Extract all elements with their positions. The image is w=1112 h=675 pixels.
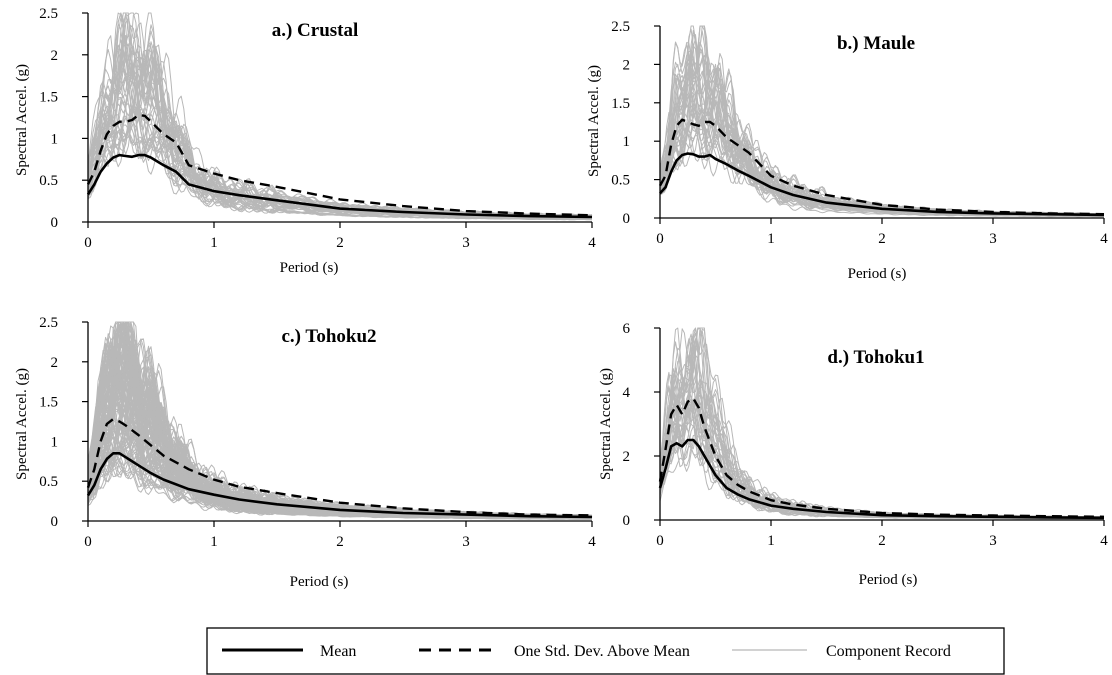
x-axis-label: Period (s) <box>859 572 918 588</box>
y-tick-label: 6 <box>623 321 631 337</box>
x-tick-label: 0 <box>84 534 92 550</box>
y-tick-label: 4 <box>623 385 631 401</box>
legend: Mean One Std. Dev. Above Mean Component … <box>206 627 1005 675</box>
panel-title: c.) Tohoku2 <box>281 326 376 347</box>
x-tick-label: 1 <box>210 235 218 251</box>
x-axis-label: Period (s) <box>290 574 349 590</box>
y-tick-label: 2 <box>51 355 59 371</box>
mean-line <box>86 153 593 219</box>
std-dev-line <box>658 397 1105 518</box>
y-tick-label: 2.5 <box>611 19 630 35</box>
legend-label-mean: Mean <box>320 643 356 660</box>
component-record-line <box>659 123 1105 215</box>
component-records <box>87 12 593 221</box>
legend-label-record: Component Record <box>826 643 951 660</box>
y-tick-label: 0.5 <box>611 173 630 189</box>
x-tick-label: 2 <box>878 231 886 247</box>
legend-label-std: One Std. Dev. Above Mean <box>514 643 690 660</box>
x-tick-label: 4 <box>588 534 596 550</box>
x-tick-label: 4 <box>1100 533 1108 549</box>
y-axis-label: Spectral Accel. (g) <box>14 368 30 480</box>
x-axis-label: Period (s) <box>280 260 339 276</box>
component-records <box>659 25 1105 218</box>
y-axis-label: Spectral Accel. (g) <box>586 65 602 177</box>
x-tick-label: 0 <box>656 533 664 549</box>
component-record-line <box>659 123 1105 216</box>
x-tick-label: 2 <box>336 235 344 251</box>
x-tick-label: 3 <box>462 534 470 550</box>
component-record-line <box>659 362 1105 519</box>
y-tick-label: 0.5 <box>39 173 58 189</box>
y-tick-label: 0 <box>51 514 59 530</box>
y-tick-label: 2 <box>51 48 59 64</box>
component-records <box>87 321 593 520</box>
y-tick-label: 1.5 <box>39 395 58 411</box>
mean-line <box>86 452 593 519</box>
x-tick-label: 1 <box>767 231 775 247</box>
component-record-line <box>87 44 593 220</box>
panel-title: b.) Maule <box>837 33 915 54</box>
panel-tohoku1: d.) Tohoku1 Spectral Accel. (g) Period (… <box>598 321 1108 588</box>
x-axis-label: Period (s) <box>848 266 907 282</box>
y-tick-label: 1.5 <box>39 90 58 106</box>
component-record-line <box>659 327 1105 520</box>
x-tick-label: 1 <box>767 533 775 549</box>
x-tick-label: 0 <box>656 231 664 247</box>
y-axis-label: Spectral Accel. (g) <box>598 368 614 480</box>
panel-crustal: a.) Crustal Spectral Accel. (g) Period (… <box>14 6 596 276</box>
x-tick-label: 3 <box>989 533 997 549</box>
y-tick-label: 2 <box>623 57 631 73</box>
y-axis-label: Spectral Accel. (g) <box>14 64 30 176</box>
y-tick-label: 2.5 <box>39 6 58 22</box>
x-tick-label: 3 <box>462 235 470 251</box>
std-dev-line <box>86 113 593 217</box>
x-tick-label: 4 <box>1100 231 1108 247</box>
y-tick-label: 2.5 <box>39 315 58 331</box>
y-tick-label: 0.5 <box>39 474 58 490</box>
legend-box <box>206 627 1005 675</box>
x-tick-label: 3 <box>989 231 997 247</box>
panel-title: a.) Crustal <box>272 20 359 41</box>
y-tick-label: 2 <box>623 449 631 465</box>
std-dev-line <box>86 417 593 517</box>
x-tick-label: 4 <box>588 235 596 251</box>
component-record-line <box>87 321 593 520</box>
panel-tohoku2: c.) Tohoku2 Spectral Accel. (g) Period (… <box>14 315 596 590</box>
x-tick-label: 2 <box>878 533 886 549</box>
component-record-line <box>87 108 593 220</box>
panel-maule: b.) Maule Spectral Accel. (g) Period (s)… <box>586 19 1108 282</box>
mean-line <box>658 438 1105 520</box>
mean-line <box>659 152 1105 217</box>
x-tick-label: 0 <box>84 235 92 251</box>
y-tick-label: 1 <box>51 434 59 450</box>
std-dev-line <box>658 118 1105 216</box>
component-record-line <box>87 12 593 217</box>
y-tick-label: 1 <box>51 131 59 147</box>
y-tick-label: 0 <box>623 211 631 227</box>
x-tick-label: 2 <box>336 534 344 550</box>
panel-title: d.) Tohoku1 <box>827 347 924 368</box>
y-tick-label: 0 <box>51 215 59 231</box>
y-tick-label: 0 <box>623 513 631 529</box>
y-tick-label: 1 <box>623 134 631 150</box>
y-tick-label: 1.5 <box>611 96 630 112</box>
x-tick-label: 1 <box>210 534 218 550</box>
